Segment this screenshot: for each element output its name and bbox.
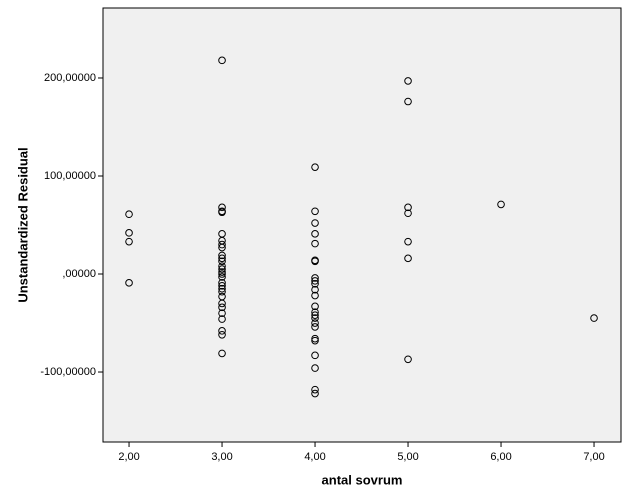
plot-area bbox=[102, 7, 622, 443]
point bbox=[218, 203, 226, 212]
x-tick-label: 5,00 bbox=[397, 451, 418, 463]
point bbox=[218, 265, 226, 273]
y-tick-label: ,00000 bbox=[62, 268, 96, 280]
point bbox=[218, 281, 226, 290]
point bbox=[311, 163, 319, 171]
point bbox=[311, 389, 319, 398]
point bbox=[218, 208, 226, 217]
point bbox=[311, 207, 319, 216]
point bbox=[218, 273, 226, 281]
point bbox=[311, 302, 319, 311]
x-tick-label: 3,00 bbox=[211, 451, 232, 463]
x-tick-label: 7,00 bbox=[583, 451, 604, 463]
point bbox=[218, 262, 226, 270]
point bbox=[311, 274, 319, 282]
point bbox=[311, 323, 319, 331]
point bbox=[311, 219, 319, 227]
point bbox=[311, 285, 319, 294]
point bbox=[311, 319, 319, 327]
point bbox=[218, 254, 226, 263]
point bbox=[218, 315, 226, 323]
point bbox=[311, 351, 319, 360]
point bbox=[218, 303, 226, 312]
y-tick-label: 200,00000 bbox=[44, 72, 96, 84]
point bbox=[404, 77, 412, 85]
point bbox=[311, 336, 319, 345]
point bbox=[404, 355, 412, 364]
point bbox=[311, 364, 319, 372]
point bbox=[125, 237, 133, 246]
x-tick-label: 6,00 bbox=[490, 451, 511, 463]
point bbox=[311, 334, 319, 343]
point bbox=[218, 243, 226, 252]
point bbox=[125, 210, 133, 219]
point bbox=[218, 327, 226, 335]
point bbox=[404, 237, 412, 246]
point bbox=[218, 287, 226, 296]
point bbox=[311, 230, 319, 238]
x-tick-label: 4,00 bbox=[304, 451, 325, 463]
point bbox=[218, 284, 226, 293]
y-tick-label: 100,00000 bbox=[44, 170, 96, 182]
point bbox=[311, 277, 319, 285]
point bbox=[497, 200, 505, 209]
point bbox=[218, 309, 226, 318]
point bbox=[404, 254, 412, 263]
y-tick-label: -100,00000 bbox=[40, 366, 96, 378]
point bbox=[311, 308, 319, 317]
point bbox=[311, 385, 319, 394]
point bbox=[311, 280, 319, 288]
point bbox=[404, 97, 412, 106]
point bbox=[125, 279, 133, 287]
x-axis-title: antal sovrum bbox=[322, 472, 403, 487]
point bbox=[311, 311, 319, 319]
point bbox=[218, 330, 226, 339]
point bbox=[218, 279, 226, 287]
point bbox=[590, 314, 598, 322]
point bbox=[218, 349, 226, 358]
point bbox=[311, 291, 319, 300]
y-axis-title: Unstandardized Residual bbox=[15, 147, 30, 302]
point bbox=[311, 239, 319, 248]
point bbox=[218, 257, 226, 266]
point bbox=[218, 299, 226, 308]
point bbox=[311, 257, 319, 266]
point bbox=[404, 209, 412, 218]
point bbox=[218, 270, 226, 278]
point bbox=[404, 203, 412, 212]
x-tick-label: 2,00 bbox=[118, 451, 139, 463]
point bbox=[218, 56, 226, 65]
point bbox=[218, 240, 226, 249]
point bbox=[125, 229, 133, 237]
point bbox=[218, 251, 226, 260]
point bbox=[311, 314, 319, 322]
point bbox=[218, 268, 226, 276]
